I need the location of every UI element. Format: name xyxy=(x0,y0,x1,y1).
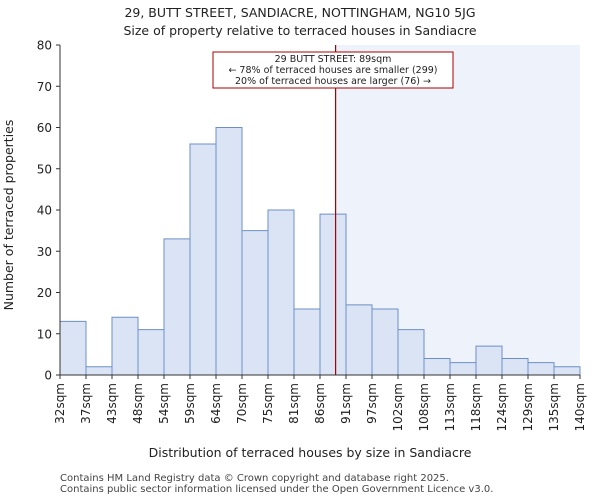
chart-title: 29, BUTT STREET, SANDIACRE, NOTTINGHAM, … xyxy=(124,5,476,20)
x-tick-label: 86sqm xyxy=(313,383,327,424)
y-tick-label: 10 xyxy=(37,327,52,341)
y-tick-label: 0 xyxy=(44,369,52,383)
footer-copyright: Contains HM Land Registry data © Crown c… xyxy=(60,473,449,484)
x-tick-label: 70sqm xyxy=(235,383,249,424)
bar-113sqm xyxy=(449,362,477,376)
x-tick-label: 81sqm xyxy=(287,383,301,424)
bar-48sqm xyxy=(137,329,165,376)
bar-81sqm xyxy=(293,308,321,376)
annotation-box xyxy=(212,51,454,89)
bar-108sqm xyxy=(423,358,451,376)
x-axis-label: Distribution of terraced houses by size … xyxy=(149,445,472,460)
x-tick-label: 37sqm xyxy=(79,383,93,424)
x-tick-label: 54sqm xyxy=(157,383,171,424)
annotation-line-2: ← 78% of terraced houses are smaller (29… xyxy=(228,65,437,76)
bar-124sqm xyxy=(501,358,529,376)
x-tick-label: 91sqm xyxy=(339,383,353,424)
bar-37sqm xyxy=(85,366,113,376)
y-tick-label: 40 xyxy=(37,204,52,218)
bar-91sqm xyxy=(345,304,373,376)
x-tick-label: 43sqm xyxy=(105,383,119,424)
bar-43sqm xyxy=(111,316,139,376)
x-tick-label: 59sqm xyxy=(183,383,197,424)
bar-59sqm xyxy=(189,143,217,376)
x-tick-label: 124sqm xyxy=(495,383,509,431)
footer-licence: Contains public sector information licen… xyxy=(60,484,494,495)
annotation-line-3: 20% of terraced houses are larger (76) → xyxy=(235,76,431,87)
bar-32sqm xyxy=(59,320,87,376)
y-tick-label: 30 xyxy=(37,245,52,259)
x-tick-label: 64sqm xyxy=(209,383,223,424)
x-tick-label: 97sqm xyxy=(365,383,379,424)
bar-70sqm xyxy=(241,230,269,376)
y-axis-label: Number of terraced properties xyxy=(1,120,16,311)
x-tick-label: 113sqm xyxy=(443,383,457,431)
bar-118sqm xyxy=(475,345,503,376)
bar-64sqm xyxy=(215,127,243,376)
bar-135sqm xyxy=(553,366,581,376)
bar-75sqm xyxy=(267,209,295,376)
bar-97sqm xyxy=(371,308,399,376)
x-tick-label: 75sqm xyxy=(261,383,275,424)
bar-129sqm xyxy=(527,362,555,376)
chart-subtitle: Size of property relative to terraced ho… xyxy=(123,23,477,38)
x-tick-label: 129sqm xyxy=(521,383,535,431)
bar-102sqm xyxy=(397,329,425,376)
x-tick-label: 108sqm xyxy=(417,383,431,431)
y-tick-label: 70 xyxy=(37,80,52,94)
x-tick-label: 102sqm xyxy=(391,383,405,431)
x-tick-label: 48sqm xyxy=(131,383,145,424)
x-tick-label: 32sqm xyxy=(53,383,67,424)
y-tick-label: 50 xyxy=(37,162,52,176)
bar-86sqm xyxy=(319,213,347,376)
annotation-line-1: 29 BUTT STREET: 89sqm xyxy=(275,54,392,65)
y-tick-label: 60 xyxy=(37,121,52,135)
x-tick-label: 135sqm xyxy=(547,383,561,431)
bar-54sqm xyxy=(163,238,191,376)
y-tick-label: 20 xyxy=(37,286,52,300)
x-tick-label: 140sqm xyxy=(573,383,587,431)
y-tick-label: 80 xyxy=(37,39,52,53)
x-tick-label: 118sqm xyxy=(469,383,483,431)
